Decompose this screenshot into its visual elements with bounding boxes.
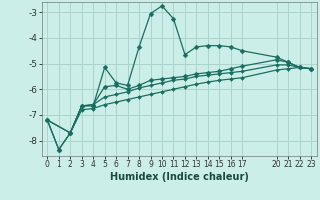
X-axis label: Humidex (Indice chaleur): Humidex (Indice chaleur)	[110, 172, 249, 182]
